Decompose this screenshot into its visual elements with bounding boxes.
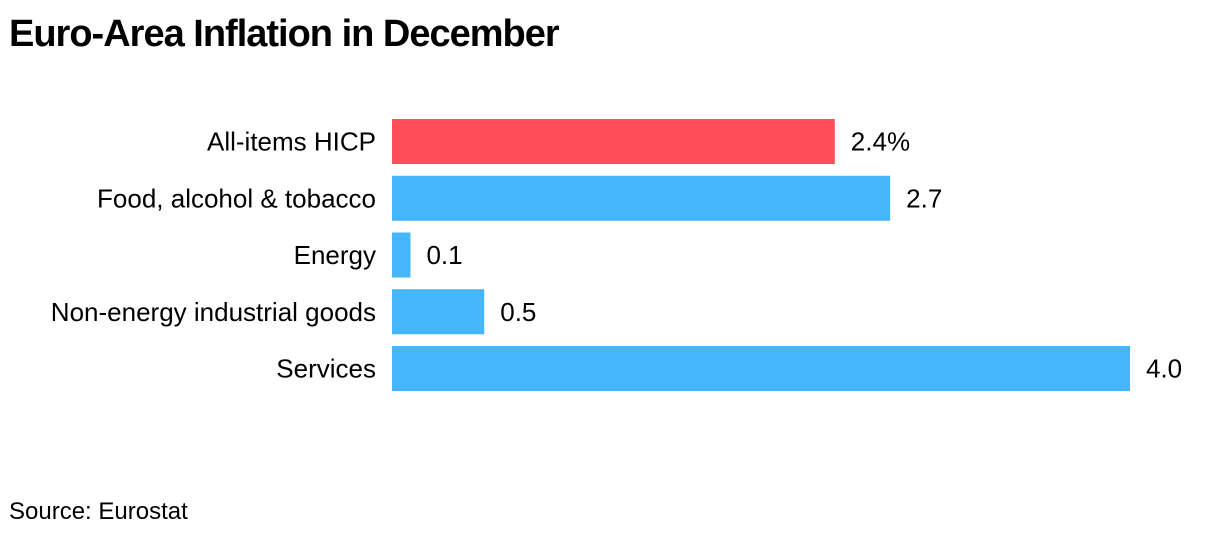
bar-all-items-hicp [392,119,835,164]
bar-energy [392,232,411,278]
value-label-services: 4.0 [1146,354,1182,384]
category-label-non-energy-industrial-goods: Non-energy industrial goods [51,297,376,327]
value-label-non-energy-industrial-goods: 0.5 [500,297,536,327]
value-label-food-alcohol-tobacco: 2.7 [906,183,942,213]
value-label-energy: 0.1 [426,240,462,270]
category-label-all-items-hicp: All-items HICP [207,127,376,157]
value-label-all-items-hicp: 2.4% [851,127,910,157]
category-label-energy: Energy [294,240,376,270]
bar-non-energy-industrial-goods [392,289,485,335]
bar-services [392,346,1130,391]
source-note: Source: Eurostat [9,498,188,525]
category-label-services: Services [276,354,376,384]
category-label-food-alcohol-tobacco: Food, alcohol & tobacco [97,183,376,213]
bar-food-alcohol-tobacco [392,175,891,221]
chart-title: Euro-Area Inflation in December [9,13,560,55]
